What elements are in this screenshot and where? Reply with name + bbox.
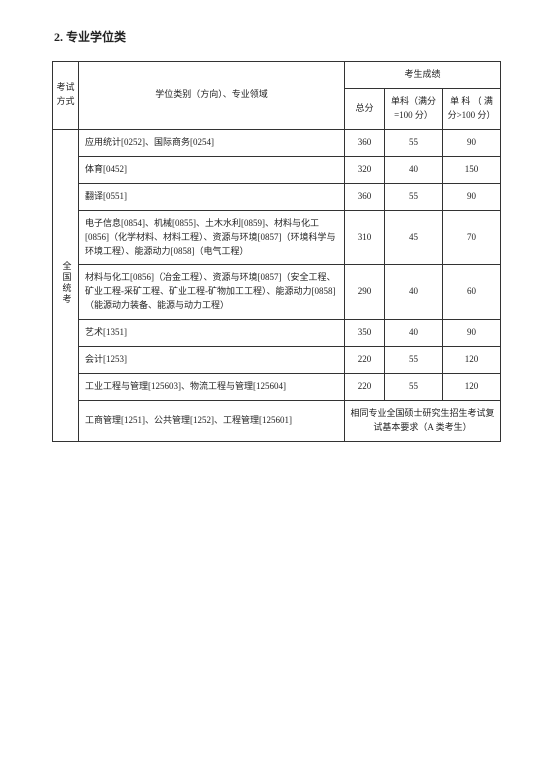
sub1-cell: 40: [384, 156, 442, 183]
total-cell: 220: [344, 347, 384, 374]
exam-method-label: 全国统考: [59, 261, 73, 305]
field-cell: 工商管理[1251]、公共管理[1252]、工程管理[125601]: [79, 401, 345, 442]
field-cell: 翻译[0551]: [79, 183, 345, 210]
field-cell: 体育[0452]: [79, 156, 345, 183]
sub2-cell: 60: [442, 265, 500, 320]
sub1-cell: 40: [384, 320, 442, 347]
field-cell: 电子信息[0854]、机械[0855]、土木水利[0859]、材料与化工[085…: [79, 210, 345, 265]
field-cell: 艺术[1351]: [79, 320, 345, 347]
sub2-cell: 90: [442, 129, 500, 156]
total-cell: 320: [344, 156, 384, 183]
note-cell: 相同专业全国硕士研究生招生考试复试基本要求（A 类考生）: [344, 401, 500, 442]
total-cell: 310: [344, 210, 384, 265]
section-title: 2. 专业学位类: [52, 28, 501, 45]
total-cell: 360: [344, 129, 384, 156]
header-total: 总分: [344, 88, 384, 129]
sub2-cell: 70: [442, 210, 500, 265]
sub1-cell: 40: [384, 265, 442, 320]
field-cell: 应用统计[0252]、国际商务[0254]: [79, 129, 345, 156]
field-cell: 会计[1253]: [79, 347, 345, 374]
total-cell: 360: [344, 183, 384, 210]
total-cell: 290: [344, 265, 384, 320]
sub1-cell: 55: [384, 129, 442, 156]
exam-method-cell: 全国统考: [53, 129, 79, 441]
header-sub2: 单 科 （ 满分>100 分）: [442, 88, 500, 129]
sub1-cell: 55: [384, 183, 442, 210]
field-cell: 工业工程与管理[125603]、物流工程与管理[125604]: [79, 374, 345, 401]
sub2-cell: 120: [442, 374, 500, 401]
total-cell: 220: [344, 374, 384, 401]
sub1-cell: 55: [384, 347, 442, 374]
sub1-cell: 55: [384, 374, 442, 401]
sub2-cell: 150: [442, 156, 500, 183]
sub2-cell: 90: [442, 183, 500, 210]
sub2-cell: 120: [442, 347, 500, 374]
sub2-cell: 90: [442, 320, 500, 347]
header-sub1: 单科（满分=100 分）: [384, 88, 442, 129]
field-cell: 材料与化工[0856]（冶金工程）、资源与环境[0857]（安全工程、矿业工程-…: [79, 265, 345, 320]
score-table: 考试方式 学位类别（方向）、专业领域 考生成绩 总分 单科（满分=100 分） …: [52, 61, 501, 442]
header-method: 考试方式: [53, 62, 79, 130]
header-score-group: 考生成绩: [344, 62, 500, 89]
total-cell: 350: [344, 320, 384, 347]
sub1-cell: 45: [384, 210, 442, 265]
header-field: 学位类别（方向）、专业领域: [79, 62, 345, 130]
